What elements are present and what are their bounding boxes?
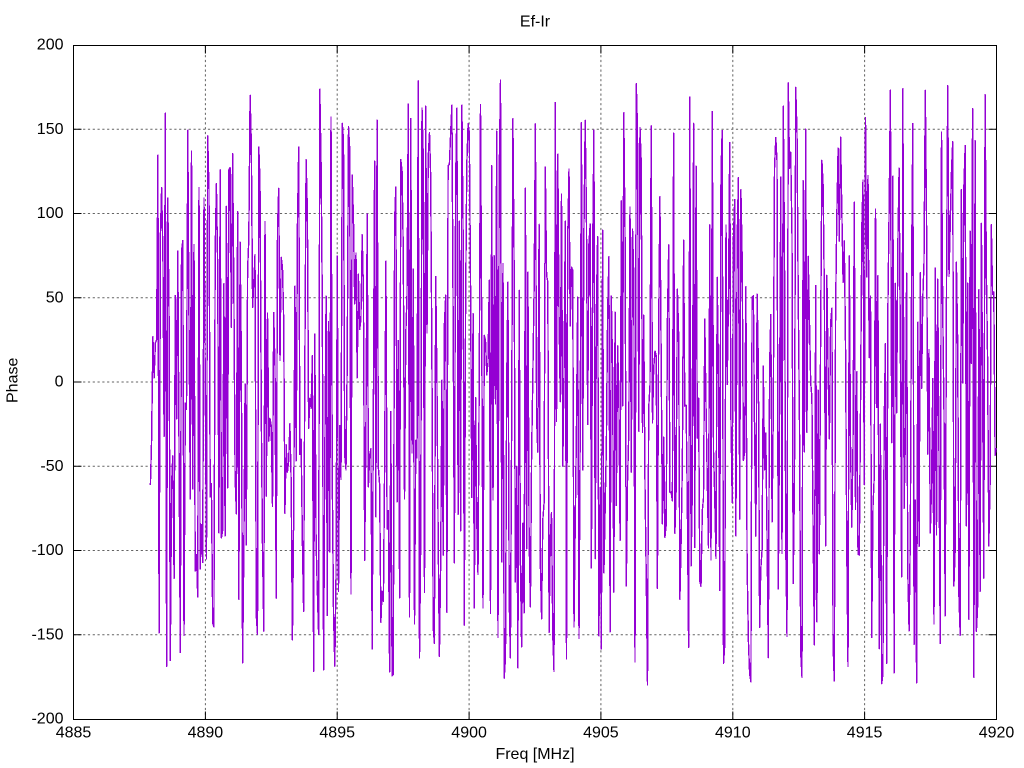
svg-text:0: 0 (55, 374, 64, 391)
svg-text:Phase: Phase (5, 358, 22, 403)
svg-text:4915: 4915 (847, 725, 883, 742)
svg-text:Freq [MHz]: Freq [MHz] (495, 746, 574, 763)
svg-text:4900: 4900 (451, 725, 487, 742)
svg-text:Ef-Ir: Ef-Ir (520, 14, 551, 31)
svg-text:100: 100 (37, 205, 64, 222)
svg-text:200: 200 (37, 37, 64, 54)
svg-text:4920: 4920 (979, 725, 1015, 742)
svg-text:-150: -150 (31, 626, 63, 643)
svg-text:-50: -50 (40, 458, 63, 475)
svg-text:4895: 4895 (319, 725, 355, 742)
svg-text:4890: 4890 (188, 725, 224, 742)
svg-text:4905: 4905 (583, 725, 619, 742)
svg-text:-100: -100 (31, 542, 63, 559)
svg-text:50: 50 (46, 289, 64, 306)
svg-text:150: 150 (37, 121, 64, 138)
svg-text:-200: -200 (31, 711, 63, 728)
svg-text:4910: 4910 (715, 725, 751, 742)
svg-text:4885: 4885 (56, 725, 92, 742)
